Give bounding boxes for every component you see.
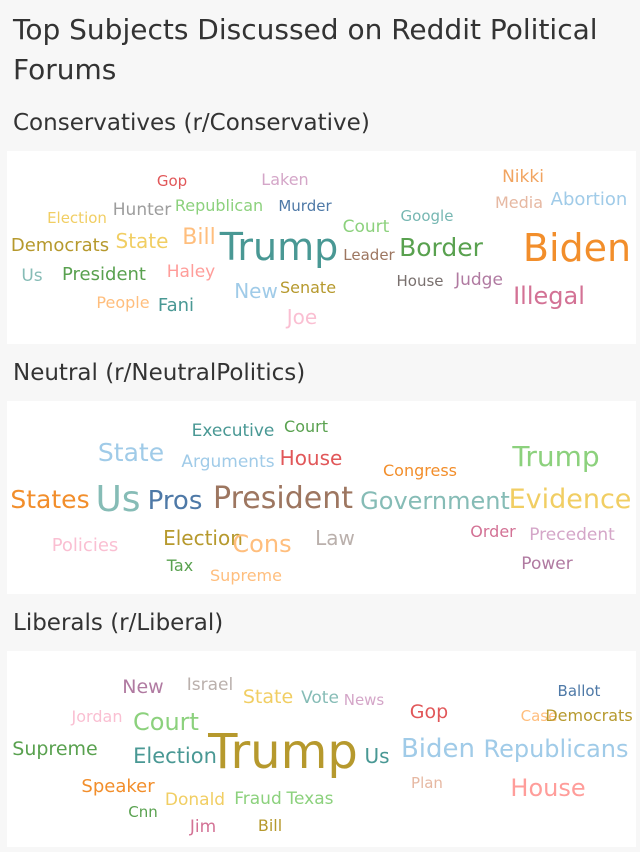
word-order: Order xyxy=(470,522,516,541)
word-laken: Laken xyxy=(261,170,309,189)
word-murder: Murder xyxy=(278,196,332,215)
word-media: Media xyxy=(494,193,544,212)
word-court: Court xyxy=(342,216,390,237)
word-biden: Biden xyxy=(400,734,476,764)
word-gop: Gop xyxy=(409,700,449,723)
word-pros: Pros xyxy=(147,486,203,516)
word-biden: Biden xyxy=(522,226,632,270)
word-judge: Judge xyxy=(455,269,503,290)
page-title: Top Subjects Discussed on Reddit Politic… xyxy=(13,13,598,86)
word-fani: Fani xyxy=(157,295,195,316)
word-border: Border xyxy=(399,232,483,262)
word-congress: Congress xyxy=(383,461,457,480)
word-precedent: Precedent xyxy=(529,524,615,545)
word-supreme: Supreme xyxy=(12,737,98,760)
word-donald: Donald xyxy=(164,789,226,810)
word-democrats: Democrats xyxy=(10,235,110,256)
word-google: Google xyxy=(400,206,454,225)
word-gop: Gop xyxy=(156,171,188,190)
word-president: President xyxy=(213,481,353,516)
word-government: Government xyxy=(360,487,510,515)
word-president: President xyxy=(62,264,146,285)
word-bill: Bill xyxy=(257,816,283,835)
word-case: Case xyxy=(520,706,558,725)
section-heading-neutral: Neutral (r/NeutralPolitics) xyxy=(13,360,306,386)
word-israel: Israel xyxy=(186,674,234,695)
word-executive: Executive xyxy=(191,420,275,441)
word-hunter: Hunter xyxy=(112,199,172,220)
word-tax: Tax xyxy=(166,556,194,575)
word-joe: Joe xyxy=(286,305,318,329)
word-election: Election xyxy=(163,526,243,550)
word-us: Us xyxy=(21,265,43,286)
word-election: Election xyxy=(133,743,217,768)
word-states: States xyxy=(10,484,90,514)
word-evidence: Evidence xyxy=(508,483,632,515)
word-illegal: Illegal xyxy=(513,282,585,310)
word-court: Court xyxy=(133,708,199,736)
word-jordan: Jordan xyxy=(71,707,123,726)
word-trump: Trump xyxy=(208,724,358,780)
word-haley: Haley xyxy=(166,261,216,282)
word-cons: Cons xyxy=(232,530,292,558)
word-policies: Policies xyxy=(51,535,119,556)
word-nikki: Nikki xyxy=(502,166,544,187)
word-supreme: Supreme xyxy=(210,566,282,585)
word-house: House xyxy=(396,271,444,290)
word-state: State xyxy=(115,229,169,253)
word-fraud: Fraud xyxy=(234,788,282,809)
word-election: Election xyxy=(47,208,107,227)
word-law: Law xyxy=(315,526,355,550)
word-arguments: Arguments xyxy=(181,451,275,472)
word-news: News xyxy=(343,690,385,709)
word-new: New xyxy=(122,675,164,698)
word-trump: Trump xyxy=(512,440,600,473)
word-court: Court xyxy=(284,417,328,436)
word-vote: Vote xyxy=(301,687,339,708)
word-cloud-neutral: Executive Court State House Trump Arguments Co… xyxy=(7,401,636,594)
word-bill: Bill xyxy=(182,225,216,250)
word-house: House xyxy=(279,446,343,470)
word-cloud-liberals: New Israel Ballot State Vote News Gop Jordan Cou… xyxy=(7,651,636,847)
word-republican: Republican xyxy=(174,196,264,215)
word-cloud-conservatives: Gop Laken Nikki Hunter Republican Murder Googl… xyxy=(7,151,636,344)
section-heading-liberals: Liberals (r/Liberal) xyxy=(13,610,224,636)
word-people: People xyxy=(96,293,150,312)
word-senate: Senate xyxy=(279,278,337,297)
word-plan: Plan xyxy=(411,773,443,792)
section-heading-conservatives: Conservatives (r/Conservative) xyxy=(13,110,370,136)
word-abortion: Abortion xyxy=(550,189,628,210)
word-us: Us xyxy=(364,744,390,768)
word-jim: Jim xyxy=(189,816,217,837)
word-texas: Texas xyxy=(286,788,334,809)
word-republicans: Republicans xyxy=(483,735,629,763)
word-leader: Leader xyxy=(343,245,395,264)
word-trump: Trump xyxy=(219,225,339,269)
word-new: New xyxy=(234,279,278,303)
word-speaker: Speaker xyxy=(81,776,155,797)
word-house: House xyxy=(510,774,586,802)
word-state: State xyxy=(97,437,165,467)
word-us: Us xyxy=(95,479,141,520)
word-cnn: Cnn xyxy=(128,802,158,821)
word-democrats: Democrats xyxy=(545,706,633,725)
word-power: Power xyxy=(521,553,573,574)
word-ballot: Ballot xyxy=(557,681,601,700)
word-state: State xyxy=(242,685,294,708)
